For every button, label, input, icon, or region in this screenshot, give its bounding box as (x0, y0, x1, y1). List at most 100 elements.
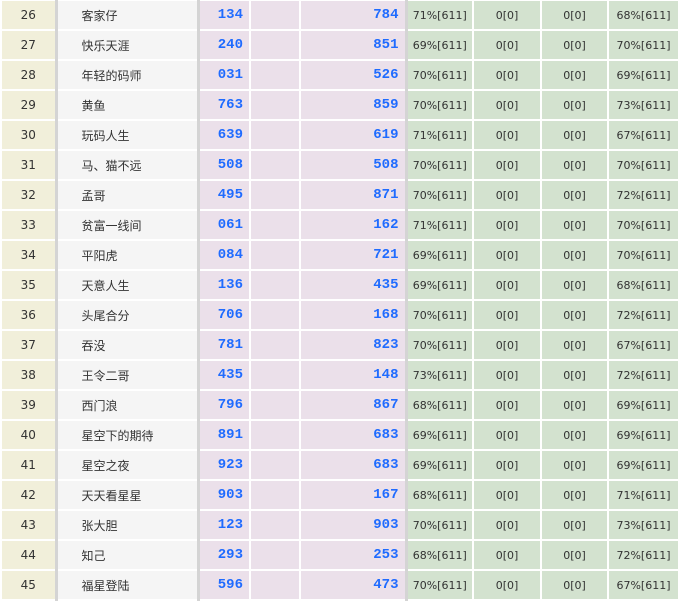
stat-3-cell: 0[0] (540, 29, 609, 61)
number-2-cell: 823 (299, 329, 408, 361)
stat-2-cell: 0[0] (472, 179, 542, 211)
stat-3-cell: 0[0] (540, 119, 609, 151)
rank-cell: 28 (0, 59, 58, 91)
number-1-cell: 796 (197, 389, 251, 421)
rank-cell: 43 (0, 509, 58, 541)
number-1-cell: 763 (197, 89, 251, 121)
number-2-cell: 683 (299, 419, 408, 451)
stat-1-cell: 69%[611] (405, 269, 474, 301)
name-cell: 孟哥 (55, 179, 200, 211)
number-2-cell: 162 (299, 209, 408, 241)
stat-1-cell: 73%[611] (405, 359, 474, 391)
name-cell: 知己 (55, 539, 200, 571)
empty-cell (249, 479, 301, 511)
stat-2-cell: 0[0] (472, 29, 542, 61)
number-1-cell: 435 (197, 359, 251, 391)
number-2-cell: 871 (299, 179, 408, 211)
rank-cell: 40 (0, 419, 58, 451)
number-1-cell: 134 (197, 0, 251, 31)
rank-cell: 36 (0, 299, 58, 331)
empty-cell (249, 539, 301, 571)
table-row: 28 年轻的码师 031 526 70%[611] 0[0] 0[0] 69%[611] (0, 59, 678, 91)
number-2-cell: 508 (299, 149, 408, 181)
stat-1-cell: 68%[611] (405, 539, 474, 571)
stat-4-cell: 72%[611] (607, 179, 678, 211)
number-2-cell: 721 (299, 239, 408, 271)
stat-4-cell: 70%[611] (607, 209, 678, 241)
stat-4-cell: 72%[611] (607, 539, 678, 571)
stat-3-cell: 0[0] (540, 299, 609, 331)
name-cell: 天意人生 (55, 269, 200, 301)
empty-cell (249, 239, 301, 271)
stat-2-cell: 0[0] (472, 509, 542, 541)
number-1-cell: 031 (197, 59, 251, 91)
name-cell: 西门浪 (55, 389, 200, 421)
stat-3-cell: 0[0] (540, 389, 609, 421)
name-cell: 王令二哥 (55, 359, 200, 391)
stat-1-cell: 69%[611] (405, 419, 474, 451)
stat-4-cell: 69%[611] (607, 419, 678, 451)
name-cell: 贫富一线间 (55, 209, 200, 241)
rank-cell: 45 (0, 569, 58, 601)
name-cell: 平阳虎 (55, 239, 200, 271)
empty-cell (249, 419, 301, 451)
empty-cell (249, 449, 301, 481)
stat-2-cell: 0[0] (472, 389, 542, 421)
stat-3-cell: 0[0] (540, 569, 609, 601)
rank-cell: 30 (0, 119, 58, 151)
name-cell: 福星登陆 (55, 569, 200, 601)
number-2-cell: 167 (299, 479, 408, 511)
stat-2-cell: 0[0] (472, 329, 542, 361)
stat-4-cell: 70%[611] (607, 239, 678, 271)
name-cell: 天天看星星 (55, 479, 200, 511)
stat-4-cell: 73%[611] (607, 509, 678, 541)
number-1-cell: 061 (197, 209, 251, 241)
number-1-cell: 706 (197, 299, 251, 331)
empty-cell (249, 89, 301, 121)
stat-3-cell: 0[0] (540, 329, 609, 361)
stat-3-cell: 0[0] (540, 239, 609, 271)
stat-3-cell: 0[0] (540, 359, 609, 391)
stat-3-cell: 0[0] (540, 149, 609, 181)
stat-4-cell: 70%[611] (607, 149, 678, 181)
table-row: 37 吞没 781 823 70%[611] 0[0] 0[0] 67%[611] (0, 329, 678, 361)
stat-4-cell: 69%[611] (607, 449, 678, 481)
table-row: 40 星空下的期待 891 683 69%[611] 0[0] 0[0] 69%[611] (0, 419, 678, 451)
stat-1-cell: 69%[611] (405, 449, 474, 481)
stat-1-cell: 69%[611] (405, 29, 474, 61)
stat-3-cell: 0[0] (540, 59, 609, 91)
stat-4-cell: 67%[611] (607, 119, 678, 151)
number-1-cell: 596 (197, 569, 251, 601)
name-cell: 马、猫不远 (55, 149, 200, 181)
stat-2-cell: 0[0] (472, 89, 542, 121)
rank-cell: 35 (0, 269, 58, 301)
empty-cell (249, 299, 301, 331)
rank-cell: 39 (0, 389, 58, 421)
empty-cell (249, 209, 301, 241)
stat-4-cell: 72%[611] (607, 359, 678, 391)
stat-2-cell: 0[0] (472, 59, 542, 91)
stat-2-cell: 0[0] (472, 149, 542, 181)
stat-3-cell: 0[0] (540, 449, 609, 481)
empty-cell (249, 359, 301, 391)
stat-4-cell: 70%[611] (607, 29, 678, 61)
empty-cell (249, 149, 301, 181)
table-row: 34 平阳虎 084 721 69%[611] 0[0] 0[0] 70%[611] (0, 239, 678, 271)
rank-cell: 33 (0, 209, 58, 241)
stat-2-cell: 0[0] (472, 569, 542, 601)
number-2-cell: 435 (299, 269, 408, 301)
name-cell: 年轻的码师 (55, 59, 200, 91)
rank-cell: 32 (0, 179, 58, 211)
number-2-cell: 526 (299, 59, 408, 91)
stat-3-cell: 0[0] (540, 89, 609, 121)
table-row: 39 西门浪 796 867 68%[611] 0[0] 0[0] 69%[611] (0, 389, 678, 421)
table-row: 33 贫富一线间 061 162 71%[611] 0[0] 0[0] 70%[611] (0, 209, 678, 241)
table-row: 26 客家仔 134 784 71%[611] 0[0] 0[0] 68%[611] (0, 0, 678, 31)
table-row: 38 王令二哥 435 148 73%[611] 0[0] 0[0] 72%[611] (0, 359, 678, 391)
number-1-cell: 903 (197, 479, 251, 511)
stat-2-cell: 0[0] (472, 449, 542, 481)
stat-4-cell: 69%[611] (607, 59, 678, 91)
table-row: 30 玩码人生 639 619 71%[611] 0[0] 0[0] 67%[611] (0, 119, 678, 151)
stat-1-cell: 70%[611] (405, 59, 474, 91)
